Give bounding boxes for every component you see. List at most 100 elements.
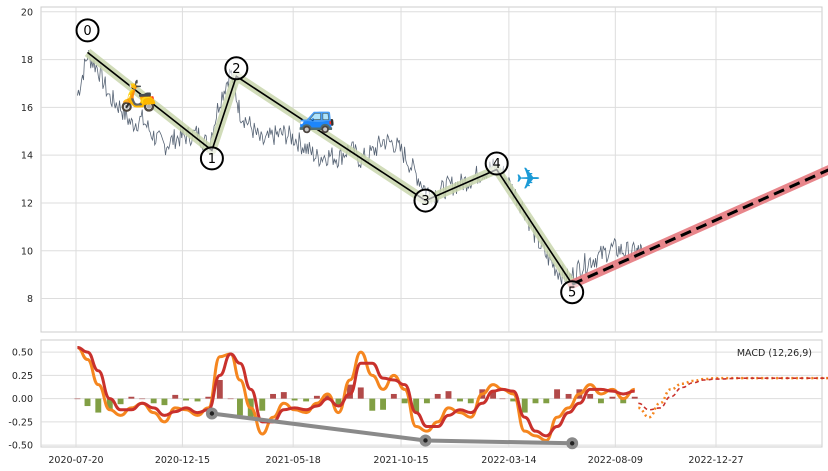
- x-tick-label: 2022-12-27: [688, 455, 743, 466]
- airplane-icon: ✈: [516, 162, 541, 197]
- pattern-point-label: 1: [208, 152, 216, 167]
- macd-histogram-bar: [216, 380, 223, 399]
- macd-histogram-bar: [237, 398, 243, 416]
- x-tick-label: 2021-05-18: [266, 455, 321, 466]
- pattern-line: [87, 51, 573, 285]
- macd-y-tick-label: 0.50: [12, 348, 33, 359]
- price-grid: [41, 7, 822, 332]
- pattern-point-marker: [224, 56, 249, 81]
- macd-histogram-bar: [369, 398, 376, 411]
- price-y-tick-label: 16: [21, 103, 33, 114]
- macd-histogram-bar: [620, 398, 627, 404]
- price-y-tick-label: 18: [21, 55, 33, 66]
- x-tick-label: 2021-10-15: [373, 455, 428, 466]
- macd-histogram-bar: [532, 398, 539, 404]
- macd-histogram-bar: [380, 398, 387, 410]
- pattern-point-marker: [560, 280, 585, 305]
- macd-y-tick-label: 0.00: [12, 394, 33, 405]
- macd-y-axis: 0.50 0.25 0.00 -0.25 -0.50: [8, 348, 33, 452]
- macd-histogram-bar: [259, 398, 266, 411]
- price-y-tick-label: 8: [27, 294, 33, 305]
- macd-histogram-bar: [457, 398, 463, 402]
- signal-line: [77, 345, 635, 438]
- divergence-marker-dot: [569, 441, 575, 446]
- pattern-point-label: 2: [232, 62, 240, 77]
- macd-histogram-bar: [324, 393, 331, 399]
- price-y-axis: 8 10 12 14 16 18 20: [21, 7, 33, 305]
- x-tick-label: 2022-08-09: [588, 455, 643, 466]
- macd-histogram-bar: [106, 398, 113, 410]
- macd-histogram-bar: [631, 396, 638, 399]
- projection-band: [567, 165, 828, 289]
- price-y-tick-label: 20: [21, 7, 33, 18]
- macd-histogram-bar: [128, 396, 135, 399]
- pattern-point-marker: [484, 151, 509, 176]
- macd-histogram-bar: [303, 398, 310, 402]
- macd-histogram-bar: [270, 393, 276, 399]
- pattern-point-marker: [75, 18, 100, 43]
- macd-histogram-bar: [161, 398, 168, 406]
- macd-legend-text: MACD (12,26,9): [737, 348, 812, 359]
- signal-forecast-line: [638, 377, 828, 411]
- macd-histogram-bar: [291, 398, 298, 401]
- x-tick-label: 2020-07-20: [48, 455, 103, 466]
- macd-histogram-bar: [172, 394, 179, 399]
- macd-histogram-bar: [445, 391, 452, 399]
- price-y-tick-label: 14: [21, 151, 33, 162]
- macd-histogram-bar: [117, 398, 124, 405]
- pattern-point-label: 5: [568, 286, 576, 301]
- macd-histogram-bar: [543, 398, 550, 404]
- macd-histogram-bar: [401, 398, 408, 404]
- macd-histogram-bar: [150, 398, 157, 404]
- pattern-point-marker: [199, 146, 224, 171]
- price-plot: 0 1 2 3 4 5 🛵 🚙 ✈: [75, 18, 828, 305]
- macd-histogram-bar: [139, 398, 146, 400]
- macd-histogram-bar: [609, 396, 616, 399]
- macd-histogram-bar: [565, 393, 572, 399]
- pattern-point-label: 4: [493, 157, 501, 172]
- pattern-point-label: 3: [421, 194, 429, 209]
- x-tick-label: 2020-12-15: [155, 455, 210, 466]
- macd-histogram-bar: [499, 398, 506, 400]
- macd-y-tick-label: -0.50: [8, 441, 33, 452]
- macd-histogram-bar: [84, 398, 91, 407]
- price-y-tick-label: 12: [21, 198, 33, 209]
- macd-histogram-bar: [390, 393, 397, 399]
- macd-y-tick-label: 0.25: [12, 371, 33, 382]
- macd-y-tick-label: -0.25: [8, 417, 33, 428]
- divergence-marker-dot: [423, 438, 428, 443]
- x-axis: 2020-07-20 2020-12-15 2021-05-18 2021-10-15…: [48, 455, 743, 466]
- macd-histogram-bar: [183, 398, 189, 401]
- macd-plot: [74, 345, 828, 450]
- macd-histogram-bar: [74, 398, 81, 400]
- macd-histogram-bar: [434, 393, 441, 399]
- macd-histogram-bar: [510, 398, 517, 402]
- macd-histogram-bar: [280, 392, 287, 399]
- macd-histogram-bar: [335, 398, 342, 406]
- macd-histogram-bar: [521, 398, 528, 413]
- car-icon: 🚙: [298, 100, 335, 135]
- macd-panel-background: [40, 339, 823, 448]
- macd-histogram-bar: [313, 395, 320, 399]
- macd-histogram-bar: [357, 387, 364, 399]
- macd-histogram-bar: [95, 398, 102, 413]
- x-tick-label: 2022-03-14: [481, 455, 536, 466]
- pattern-point-label: 0: [83, 24, 91, 39]
- price-panel-background: [40, 6, 823, 333]
- motor-scooter-icon: 🛵: [120, 78, 157, 113]
- pattern-point-marker: [413, 188, 438, 213]
- macd-histogram-bar: [194, 398, 201, 402]
- macd-histogram-bar: [347, 384, 353, 399]
- macd-histogram-bar: [227, 398, 234, 400]
- macd-histogram-bar: [587, 393, 594, 399]
- macd-histogram-bar: [205, 396, 212, 399]
- divergence-marker-dot: [209, 411, 215, 416]
- macd-histogram-bar: [413, 398, 420, 413]
- price-y-tick-label: 10: [21, 246, 33, 257]
- macd-grid: [41, 340, 822, 447]
- macd-histogram-bar: [597, 398, 604, 404]
- macd-histogram-bar: [490, 392, 497, 399]
- macd-histogram-bar: [467, 398, 474, 404]
- macd-histogram-bar: [554, 389, 561, 399]
- macd-histogram-bar: [423, 398, 430, 404]
